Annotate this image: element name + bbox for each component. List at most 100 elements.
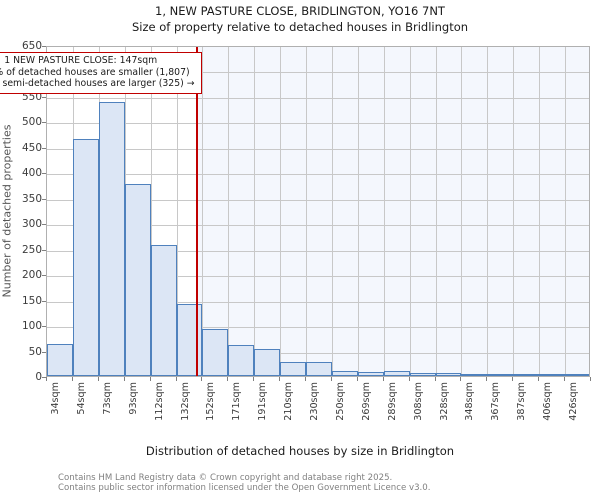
x-axis-tick-mark xyxy=(253,377,255,381)
bar xyxy=(280,362,307,376)
gridline-vertical xyxy=(306,47,308,376)
x-axis-label: Distribution of detached houses by size … xyxy=(145,444,455,458)
y-axis-tick-mark xyxy=(42,351,46,353)
bar xyxy=(435,373,462,376)
x-axis-tick-mark xyxy=(279,377,281,381)
annotation-box: 1 NEW PASTURE CLOSE: 147sqm ← 84% of det… xyxy=(0,52,202,94)
chart-title-block: 1, NEW PASTURE CLOSE, BRIDLINGTON, YO16 … xyxy=(0,3,600,35)
x-axis-tick-label: 269sqm xyxy=(360,382,372,421)
x-axis-tick-mark xyxy=(201,377,203,381)
gridline-vertical xyxy=(280,47,282,376)
gridline-horizontal xyxy=(47,72,589,74)
x-axis-tick-label: 191sqm xyxy=(257,382,269,421)
x-axis-tick-label: 406sqm xyxy=(542,382,554,421)
y-axis-tick-mark xyxy=(42,147,46,149)
x-axis-tick-mark xyxy=(538,377,540,381)
y-axis-tick-mark xyxy=(42,300,46,302)
gridline-horizontal xyxy=(47,148,589,150)
annotation-line-2: ← 84% of detached houses are smaller (1,… xyxy=(0,66,190,78)
bar xyxy=(202,328,229,376)
y-axis-tick-mark xyxy=(42,249,46,251)
y-axis-tick-mark xyxy=(42,46,46,47)
bar xyxy=(254,349,281,376)
bar xyxy=(47,343,73,376)
y-axis-tick-mark xyxy=(42,326,46,328)
x-axis-tick-mark xyxy=(123,377,125,381)
bar xyxy=(409,372,436,376)
gridline-vertical xyxy=(383,47,385,376)
x-axis-tick-label: 426sqm xyxy=(568,382,580,421)
x-axis-tick-mark xyxy=(486,377,488,381)
gridline-vertical xyxy=(357,47,359,376)
plot-area xyxy=(46,46,590,377)
gridline-vertical xyxy=(228,47,230,376)
annotation-line-1: 1 NEW PASTURE CLOSE: 147sqm xyxy=(4,55,158,66)
gridline-vertical xyxy=(539,47,541,376)
x-axis-tick-mark xyxy=(512,377,514,381)
x-axis-tick-mark xyxy=(434,377,436,381)
x-axis-tick-mark xyxy=(305,377,307,381)
bar xyxy=(513,373,540,376)
x-axis-tick-label: 54sqm xyxy=(75,382,87,415)
chart-subtitle: Size of property relative to detached ho… xyxy=(131,20,469,34)
y-axis-tick-label: 100 xyxy=(21,320,42,333)
y-axis-tick-label: 300 xyxy=(21,218,42,231)
x-axis-tick-mark xyxy=(97,377,99,381)
x-axis-tick-label: 387sqm xyxy=(516,382,528,421)
footer-line-2: Contains public sector information licen… xyxy=(58,483,431,494)
y-axis-tick-label: 350 xyxy=(21,192,42,205)
page-title: 1, NEW PASTURE CLOSE, BRIDLINGTON, YO16 … xyxy=(155,4,445,18)
gridline-horizontal xyxy=(47,250,589,252)
x-axis-tick-mark xyxy=(330,377,332,381)
gridline-vertical xyxy=(487,47,489,376)
x-axis-tick-label: 93sqm xyxy=(127,382,139,415)
x-axis-tick-label: 210sqm xyxy=(283,382,295,421)
gridline-horizontal xyxy=(47,174,589,176)
gridline-vertical xyxy=(565,47,567,376)
x-axis-tick-mark xyxy=(175,377,177,381)
x-axis-tick-label: 250sqm xyxy=(334,382,346,421)
y-axis-tick-label: 550 xyxy=(21,90,42,103)
property-marker-line xyxy=(195,47,198,376)
gridline-horizontal xyxy=(47,327,589,329)
x-axis-tick-label: 152sqm xyxy=(205,382,217,421)
gridline-vertical xyxy=(461,47,463,376)
y-axis-tick-mark xyxy=(42,275,46,277)
x-axis-tick-label: 171sqm xyxy=(231,382,243,421)
x-axis-tick-label: 308sqm xyxy=(412,382,424,421)
bar xyxy=(383,370,410,376)
gridline-vertical xyxy=(331,47,333,376)
gridline-horizontal xyxy=(47,123,589,125)
x-axis-tick-label: 328sqm xyxy=(438,382,450,421)
bar xyxy=(124,184,151,376)
bar xyxy=(539,374,566,376)
y-axis-tick-label: 650 xyxy=(21,40,42,52)
y-axis-tick-label: 250 xyxy=(21,243,42,256)
y-axis-tick-mark xyxy=(42,198,46,200)
y-axis-tick-label: 500 xyxy=(21,116,42,129)
gridline-horizontal xyxy=(47,199,589,201)
footer-attribution: Contains HM Land Registry data © Crown c… xyxy=(58,473,430,494)
y-axis-tick-mark xyxy=(42,173,46,175)
bar xyxy=(331,370,358,376)
gridline-horizontal xyxy=(47,352,589,354)
y-axis-tick-label: 450 xyxy=(21,141,42,154)
x-axis-tick-label: 34sqm xyxy=(50,382,61,415)
gridline-vertical xyxy=(150,47,152,376)
y-axis-tick-mark xyxy=(42,122,46,124)
gridline-vertical xyxy=(409,47,411,376)
x-axis-tick-mark xyxy=(564,377,566,381)
y-axis-tick-label: 150 xyxy=(21,294,42,307)
bar xyxy=(98,102,125,376)
bar xyxy=(565,374,589,376)
x-axis-tick-label: 367sqm xyxy=(490,382,502,421)
bar xyxy=(150,244,177,376)
bar xyxy=(228,344,255,376)
bar xyxy=(357,371,384,376)
y-axis-tick-mark xyxy=(42,224,46,226)
x-axis-tick-label: 289sqm xyxy=(386,382,398,421)
bar xyxy=(487,374,514,376)
x-axis-tick-mark xyxy=(71,377,73,381)
x-axis-tick-mark xyxy=(460,377,462,381)
